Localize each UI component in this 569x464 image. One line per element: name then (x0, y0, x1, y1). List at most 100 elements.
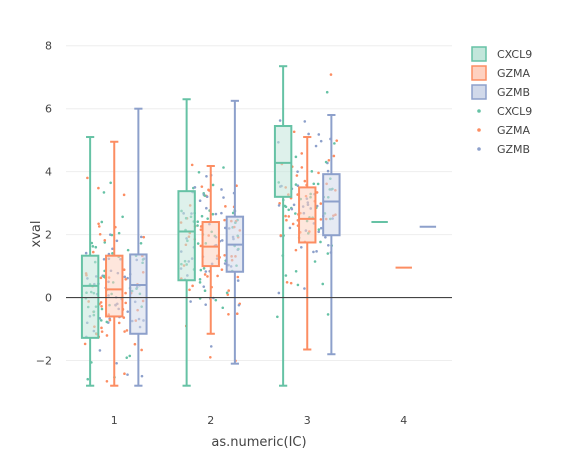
legend-swatch-box (471, 65, 487, 81)
data-point (91, 250, 95, 254)
data-point (108, 318, 112, 322)
data-point (91, 245, 95, 248)
data-point (102, 275, 106, 279)
data-point (105, 379, 109, 383)
data-point (105, 334, 109, 337)
data-point (205, 195, 209, 199)
data-point (332, 154, 336, 158)
data-point (300, 246, 303, 249)
x-tick-label: 3 (304, 414, 311, 427)
data-point (199, 268, 203, 272)
data-point (310, 170, 314, 173)
data-point (115, 239, 119, 243)
data-point (294, 155, 298, 159)
data-point (100, 220, 104, 224)
data-point (109, 181, 112, 185)
data-point (115, 361, 118, 365)
legend-label: GZMA (497, 124, 531, 137)
legend-item: GZMB (471, 84, 530, 100)
data-point (122, 268, 126, 271)
data-point (126, 373, 129, 376)
data-point (314, 144, 318, 148)
box-gzma (298, 136, 317, 351)
data-point (300, 152, 304, 155)
data-point (206, 217, 209, 220)
data-point (99, 276, 103, 280)
data-point (294, 248, 298, 252)
x-axis-ticks: 1 2 3 4 (111, 414, 408, 427)
box-gzmb (322, 113, 341, 356)
box-gzmb (225, 99, 245, 365)
legend-label: GZMB (497, 86, 530, 99)
data-point (284, 205, 288, 209)
data-point (121, 215, 124, 219)
x-tick-label: 2 (207, 414, 214, 427)
legend-item: CXCL9 (477, 105, 532, 118)
data-point (317, 133, 321, 136)
data-point (292, 130, 296, 134)
data-point (307, 132, 310, 136)
data-point (235, 312, 239, 315)
data-point (294, 183, 298, 186)
y-axis-ticks: −2 0 2 4 6 8 (36, 40, 452, 368)
legend-item: CXCL9 (471, 46, 532, 62)
data-point (221, 306, 225, 310)
data-point (140, 374, 144, 378)
data-point (111, 247, 114, 251)
box-body (80, 254, 100, 339)
data-point (124, 291, 127, 295)
data-point (103, 241, 107, 244)
data-point (214, 298, 218, 302)
x-tick-label: 1 (111, 414, 118, 427)
box-body (201, 221, 220, 268)
data-point (198, 281, 202, 284)
data-point (123, 330, 126, 333)
x-axis-title: as.numeric(IC) (211, 435, 306, 450)
data-point (188, 288, 191, 292)
data-point (84, 251, 88, 255)
data-point (199, 228, 203, 231)
data-point (223, 218, 226, 222)
data-point (196, 224, 199, 227)
data-point (296, 170, 299, 173)
data-point (139, 241, 143, 245)
data-point (216, 274, 219, 278)
box-cxcl9 (80, 136, 100, 387)
data-point (295, 174, 299, 177)
data-point (287, 215, 291, 218)
data-point (296, 283, 300, 287)
data-point (123, 275, 127, 279)
data-point (103, 238, 107, 242)
data-point (198, 199, 202, 203)
box-body (273, 125, 293, 198)
data-point (321, 282, 325, 286)
data-point (86, 377, 90, 381)
data-point (312, 182, 316, 186)
data-point (291, 222, 295, 226)
data-point (277, 291, 281, 295)
data-point (317, 230, 321, 234)
data-point (199, 244, 203, 248)
y-tick-label: 8 (45, 40, 52, 53)
data-point (220, 188, 223, 191)
data-point (98, 349, 102, 352)
data-point (142, 235, 146, 239)
data-point (327, 158, 331, 162)
legend-swatch-box (471, 46, 487, 62)
data-point (102, 191, 106, 194)
legend-label: GZMB (497, 143, 530, 156)
data-point (205, 174, 208, 178)
data-point (312, 250, 315, 254)
data-point (227, 289, 231, 292)
legend-swatch-point (477, 128, 481, 132)
data-point (319, 139, 323, 143)
box-gzmb (129, 107, 148, 387)
data-point (287, 208, 291, 212)
data-point (100, 330, 104, 333)
data-point (278, 202, 281, 205)
y-axis-title: xval (29, 221, 44, 248)
y-tick-label: 6 (45, 103, 52, 116)
data-point (110, 233, 114, 237)
legend-label: CXCL9 (497, 105, 532, 118)
